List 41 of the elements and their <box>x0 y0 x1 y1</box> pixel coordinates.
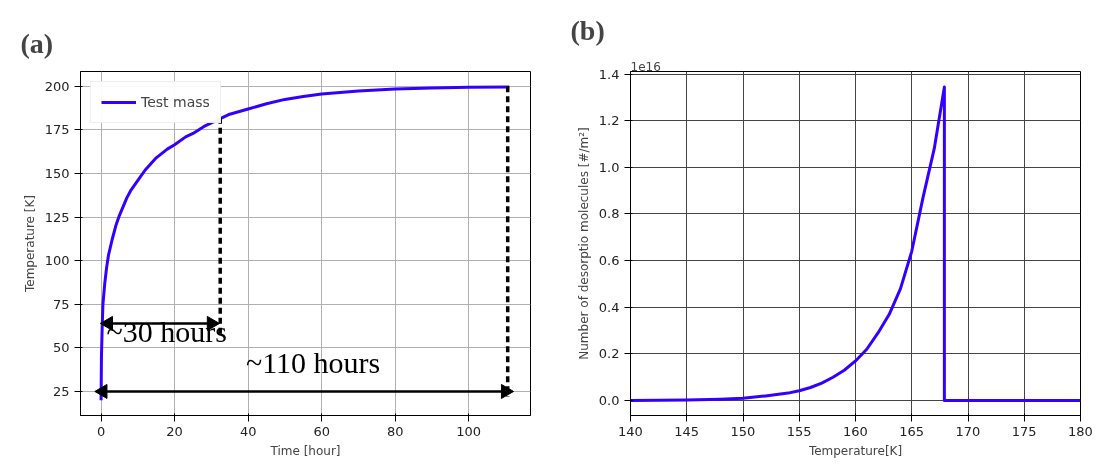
x-tick-label: 175 <box>1011 423 1037 439</box>
y-tick-label: 175 <box>44 122 70 138</box>
x-axis-title: Temperature[K] <box>807 443 903 458</box>
y-tick-label: 0.8 <box>598 206 620 222</box>
x-tick-label: 145 <box>674 423 700 439</box>
y-tick-label: 100 <box>44 253 70 269</box>
y-tick-label: 0.2 <box>598 346 620 362</box>
chart-title: (b) <box>570 15 605 46</box>
x-tick-label: 155 <box>786 423 812 439</box>
y-axis-title: Number of desorptio molecules [#/m²] <box>576 127 591 360</box>
x-tick-label: 170 <box>955 423 981 439</box>
x-tick-label: 180 <box>1068 423 1093 439</box>
y-tick-label: 0.6 <box>598 253 620 269</box>
y-tick-label: 50 <box>52 340 70 356</box>
y-tick-label: 0.4 <box>598 299 620 315</box>
y-axis-title: Temperature [K] <box>22 194 37 294</box>
x-tick-label: 140 <box>618 423 643 439</box>
y-tick-label: 75 <box>52 296 70 312</box>
line-series <box>630 85 1081 403</box>
annotation: ~110 hours <box>246 346 381 380</box>
x-tick-label: 0 <box>96 423 106 439</box>
x-tick-label: 60 <box>313 423 330 439</box>
y-tick-label: 1.0 <box>598 159 620 175</box>
y-tick-label: 200 <box>44 78 70 94</box>
y-tick-label: 1.2 <box>598 113 620 129</box>
x-tick-label: 20 <box>166 423 183 439</box>
legend-label: Test mass <box>141 94 210 110</box>
y-tick-label: 0.0 <box>598 393 620 409</box>
x-tick-label: 100 <box>456 423 482 439</box>
x-axis-title: Time [hour] <box>269 443 341 458</box>
annotation: 1e16 <box>630 59 661 74</box>
chart-title: (a) <box>20 28 54 59</box>
y-tick-label: 25 <box>52 383 70 399</box>
y-tick-label: 150 <box>44 166 70 181</box>
y-tick-label: 1.4 <box>598 66 620 82</box>
x-tick-label: 40 <box>239 423 257 439</box>
x-tick-label: 80 <box>386 423 404 439</box>
x-tick-label: 160 <box>843 423 868 439</box>
x-tick-label: 165 <box>899 423 925 439</box>
x-tick-label: 150 <box>730 423 756 439</box>
y-tick-label: 125 <box>44 209 70 225</box>
